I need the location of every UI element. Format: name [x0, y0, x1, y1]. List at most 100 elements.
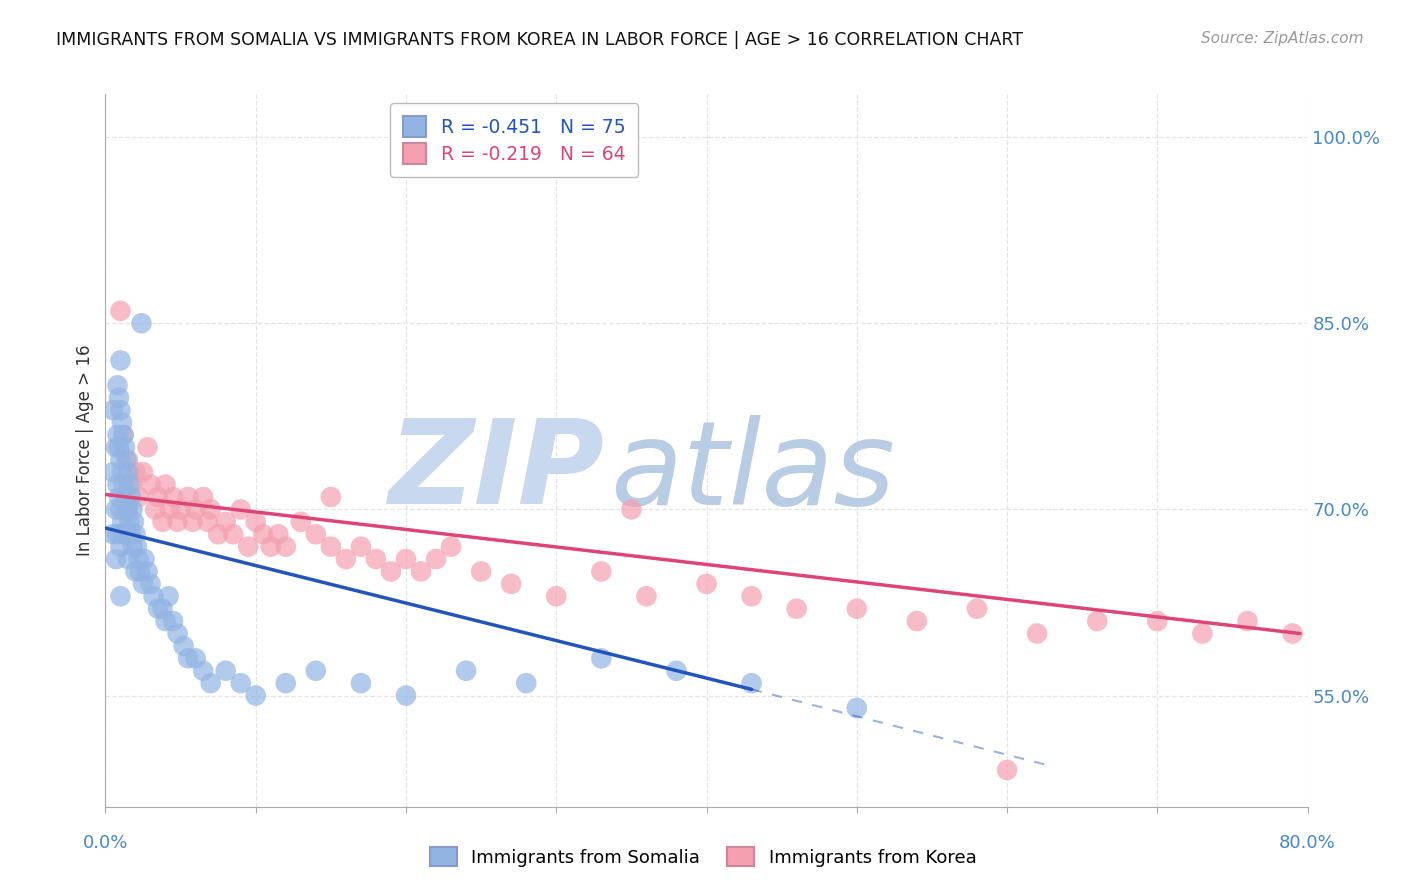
Point	[222, 527, 245, 541]
Point	[110, 303, 132, 318]
Point	[117, 552, 139, 566]
Point	[200, 676, 222, 690]
Point	[107, 477, 129, 491]
Point	[114, 490, 136, 504]
Point	[111, 515, 134, 529]
Point	[454, 664, 477, 678]
Point	[1236, 614, 1258, 628]
Point	[191, 664, 214, 678]
Point	[121, 540, 143, 554]
Point	[238, 540, 260, 554]
Point	[335, 552, 357, 566]
Point	[905, 614, 928, 628]
Point	[184, 502, 207, 516]
Point	[350, 676, 373, 690]
Point	[169, 502, 191, 516]
Point	[104, 502, 127, 516]
Point	[274, 676, 297, 690]
Point	[515, 676, 537, 690]
Point	[114, 441, 136, 455]
Point	[845, 601, 868, 615]
Point	[124, 565, 146, 579]
Point	[132, 577, 155, 591]
Point	[117, 465, 139, 479]
Text: 0.0%: 0.0%	[83, 834, 128, 852]
Point	[112, 428, 135, 442]
Point	[252, 527, 274, 541]
Point	[125, 540, 148, 554]
Point	[114, 527, 136, 541]
Point	[101, 465, 124, 479]
Point	[591, 651, 613, 665]
Point	[128, 490, 150, 504]
Point	[120, 490, 142, 504]
Point	[112, 428, 135, 442]
Point	[620, 502, 643, 516]
Point	[128, 552, 150, 566]
Point	[121, 502, 143, 516]
Point	[229, 676, 252, 690]
Point	[786, 601, 808, 615]
Point	[122, 515, 145, 529]
Point	[395, 689, 418, 703]
Point	[741, 676, 763, 690]
Point	[107, 428, 129, 442]
Point	[110, 403, 132, 417]
Point	[1085, 614, 1108, 628]
Point	[845, 701, 868, 715]
Point	[117, 502, 139, 516]
Point	[181, 515, 204, 529]
Point	[152, 601, 174, 615]
Point	[290, 515, 312, 529]
Point	[409, 565, 432, 579]
Point	[110, 589, 132, 603]
Point	[162, 490, 184, 504]
Point	[136, 441, 159, 455]
Point	[110, 353, 132, 368]
Point	[591, 565, 613, 579]
Point	[207, 527, 229, 541]
Point	[146, 490, 169, 504]
Point	[155, 477, 177, 491]
Text: ZIP: ZIP	[388, 415, 605, 529]
Point	[636, 589, 658, 603]
Point	[177, 651, 200, 665]
Point	[143, 502, 166, 516]
Text: 80.0%: 80.0%	[1279, 834, 1336, 852]
Text: Source: ZipAtlas.com: Source: ZipAtlas.com	[1201, 31, 1364, 46]
Point	[131, 316, 153, 330]
Y-axis label: In Labor Force | Age > 16: In Labor Force | Age > 16	[76, 344, 94, 557]
Point	[364, 552, 387, 566]
Point	[1191, 626, 1213, 640]
Point	[124, 465, 146, 479]
Point	[665, 664, 688, 678]
Point	[245, 515, 267, 529]
Point	[1281, 626, 1303, 640]
Point	[1026, 626, 1049, 640]
Point	[159, 502, 181, 516]
Text: IMMIGRANTS FROM SOMALIA VS IMMIGRANTS FROM KOREA IN LABOR FORCE | AGE > 16 CORRE: IMMIGRANTS FROM SOMALIA VS IMMIGRANTS FR…	[56, 31, 1024, 49]
Point	[107, 378, 129, 392]
Point	[132, 465, 155, 479]
Point	[118, 515, 141, 529]
Point	[350, 540, 373, 554]
Point	[741, 589, 763, 603]
Point	[121, 477, 143, 491]
Legend: Immigrants from Somalia, Immigrants from Korea: Immigrants from Somalia, Immigrants from…	[420, 838, 986, 876]
Point	[166, 626, 188, 640]
Point	[197, 515, 219, 529]
Point	[124, 527, 146, 541]
Point	[425, 552, 447, 566]
Point	[229, 502, 252, 516]
Point	[157, 589, 180, 603]
Point	[260, 540, 283, 554]
Point	[173, 639, 195, 653]
Point	[470, 565, 492, 579]
Point	[117, 452, 139, 467]
Point	[134, 552, 156, 566]
Point	[111, 416, 134, 430]
Point	[108, 490, 131, 504]
Point	[110, 452, 132, 467]
Text: atlas: atlas	[610, 415, 896, 529]
Point	[191, 490, 214, 504]
